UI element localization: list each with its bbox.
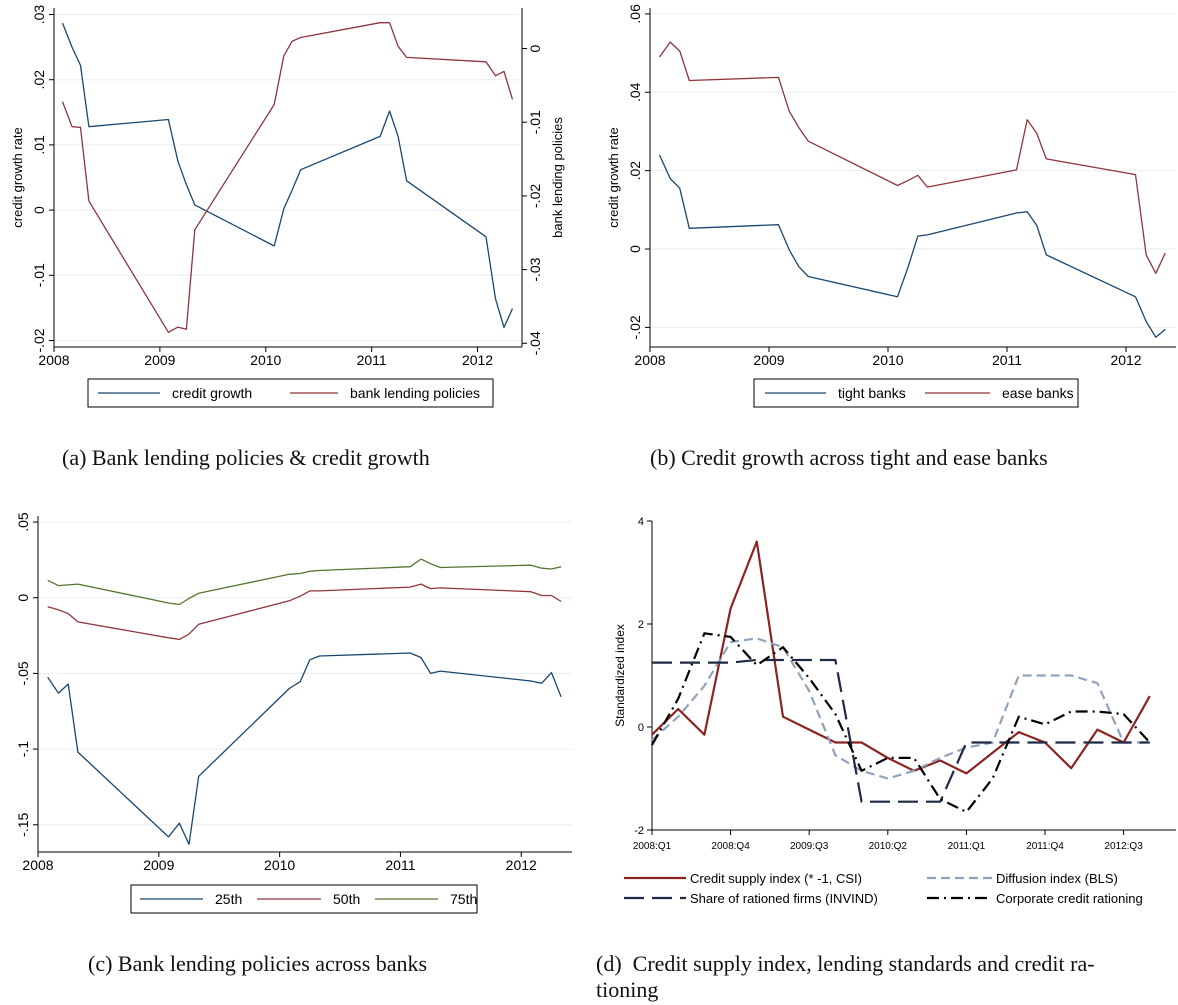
y-tick-label: .05 [15,512,31,532]
x-tick-label: 2008 [38,352,69,368]
x-tick-label: 2010 [872,352,903,368]
series-line-share-of-rationed-firms-invind [652,658,1150,803]
y-tick-label: .04 [627,82,643,102]
legend-label: credit growth [172,385,252,401]
x-tick-label: 2011 [357,352,387,368]
x-tick-label: 2009:Q3 [790,841,829,852]
y-axis-title: credit growth rate [10,127,25,227]
x-tick-label: 2009 [143,857,174,873]
legend-label: 25th [215,891,242,907]
legend-box [753,378,1079,408]
x-tick-label: 2012 [462,352,493,368]
y-tick-label: -.05 [15,661,31,685]
legend-label: Credit supply index (* -1, CSI) [690,871,862,886]
x-tick-label: 2010 [264,857,295,873]
x-tick-label: 2011 [992,352,1022,368]
y-tick-label: 0 [638,722,644,734]
caption-b: (b) Credit growth across tight and ease … [650,445,1048,470]
x-tick-label: 2010 [250,352,281,368]
legend-label: tight banks [838,385,906,401]
y-tick-label: 2 [638,619,644,631]
legend-label: Diffusion index (BLS) [996,871,1118,886]
series-line-bank-lending-policies [61,22,514,333]
y2-tick-label: -.04 [527,331,543,355]
series-line-diffusion-index-bls [651,637,1150,780]
y-axis-title: credit growth rate [606,127,621,227]
y2-axis-title: bank lending policies [550,117,565,238]
x-tick-label: 2011:Q4 [1026,841,1064,852]
y-tick-label: .02 [31,70,47,90]
panel-b-chart: -.02 0 .02 .04 .06 2008 2009 2010 2011 2012 credit… [606,4,1176,408]
x-tick-label: 2009 [144,352,175,368]
y-tick-label: .02 [627,161,643,181]
x-tick-label: 2011:Q1 [948,841,986,852]
y-tick-label: 0 [15,594,31,602]
y-tick-label: .01 [31,135,47,155]
y-axis-title: Standardized index [613,624,627,727]
y-tick-label: .03 [31,5,47,25]
series-line-corporate-credit-rationing [651,632,1151,814]
y-tick-label: -.15 [15,812,31,836]
caption-a: (a) Bank lending policies & credit growt… [62,445,430,470]
series-line-credit-supply-index-1-csi [651,540,1151,775]
legend-label: ease banks [1002,385,1074,401]
caption-c: (c) Bank lending policies across banks [88,951,428,976]
y2-tick-label: -.02 [527,184,543,208]
x-tick-label: 2008 [634,352,665,368]
y-tick-label: 0 [31,206,47,214]
series-line-credit-growth [61,22,514,329]
x-tick-label: 2010:Q2 [869,841,908,852]
series-line-25th [47,652,562,846]
x-tick-label: 2012 [1110,352,1141,368]
series-line-tight-banks [658,154,1166,338]
x-tick-label: 2009 [753,352,784,368]
panel-a-chart: -.02 -.01 0 .01 .02 .03 -.04 -.03 -.02 -.01 0 2008 2… [10,5,565,408]
series-line-75th [47,558,562,606]
y2-tick-label: -.01 [527,110,543,134]
series-line-50th [47,583,562,641]
caption-d: (d) Credit supply index, lending standar… [596,951,1095,1002]
x-tick-label: 2008:Q1 [633,841,672,852]
x-tick-label: 2012 [506,857,537,873]
y-tick-label: -.02 [627,315,643,339]
panel-c-chart: -.15 -.1 -.05 0 .05 2008 2009 2010 2011 2012 25th 5… [15,512,572,914]
x-tick-label: 2012:Q3 [1104,841,1143,852]
y-tick-label: .06 [627,4,643,24]
y-tick-label: 0 [627,245,643,253]
panel-d-chart: -2 0 2 4 2008:Q1 2008:Q4 2009:Q3 2010:Q2 2011:Q1… [613,516,1176,906]
legend-label: bank lending policies [350,385,480,401]
legend-label: Corporate credit rationing [996,891,1143,906]
series-line-ease-banks [658,41,1166,274]
x-tick-label: 2008:Q4 [711,841,750,852]
y-tick-label: 4 [638,516,644,528]
y2-tick-label: -.03 [527,257,543,281]
legend-label: Share of rationed firms (INVIND) [690,891,878,906]
legend-label: 75th [450,891,477,907]
x-tick-label: 2011 [385,857,415,873]
y-tick-label: -2 [634,825,644,837]
y-tick-label: -.02 [31,328,47,352]
x-tick-label: 2008 [22,857,53,873]
y-tick-label: -.1 [15,741,31,758]
y-tick-label: -.01 [31,263,47,287]
legend-label: 50th [333,891,360,907]
y2-tick-label: 0 [527,44,543,52]
